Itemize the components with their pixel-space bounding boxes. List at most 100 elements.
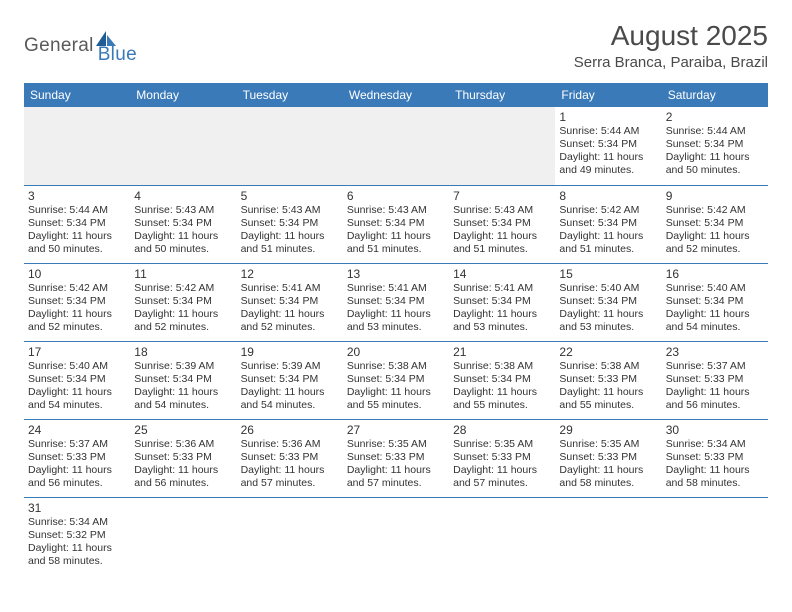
calendar-cell: 2Sunrise: 5:44 AMSunset: 5:34 PMDaylight… bbox=[662, 107, 768, 185]
day-info: Sunrise: 5:37 AMSunset: 5:33 PMDaylight:… bbox=[28, 438, 126, 491]
daylight-text: Daylight: 11 hours and 55 minutes. bbox=[559, 386, 657, 412]
sunset-text: Sunset: 5:34 PM bbox=[666, 217, 764, 230]
calendar-row: 17Sunrise: 5:40 AMSunset: 5:34 PMDayligh… bbox=[24, 341, 768, 419]
day-number: 20 bbox=[347, 345, 445, 359]
day-number: 18 bbox=[134, 345, 232, 359]
day-header-thursday: Thursday bbox=[449, 83, 555, 107]
calendar-cell: 28Sunrise: 5:35 AMSunset: 5:33 PMDayligh… bbox=[449, 419, 555, 497]
day-info: Sunrise: 5:38 AMSunset: 5:33 PMDaylight:… bbox=[559, 360, 657, 413]
sunrise-text: Sunrise: 5:39 AM bbox=[241, 360, 339, 373]
sunrise-text: Sunrise: 5:34 AM bbox=[666, 438, 764, 451]
sunset-text: Sunset: 5:34 PM bbox=[241, 217, 339, 230]
calendar-cell: 5Sunrise: 5:43 AMSunset: 5:34 PMDaylight… bbox=[237, 185, 343, 263]
calendar-row: 1Sunrise: 5:44 AMSunset: 5:34 PMDaylight… bbox=[24, 107, 768, 185]
calendar-cell bbox=[130, 107, 236, 185]
calendar-cell bbox=[343, 497, 449, 575]
logo-text-general: General bbox=[24, 35, 94, 57]
daylight-text: Daylight: 11 hours and 54 minutes. bbox=[241, 386, 339, 412]
calendar-cell: 30Sunrise: 5:34 AMSunset: 5:33 PMDayligh… bbox=[662, 419, 768, 497]
calendar-cell: 16Sunrise: 5:40 AMSunset: 5:34 PMDayligh… bbox=[662, 263, 768, 341]
day-number: 22 bbox=[559, 345, 657, 359]
calendar-cell: 14Sunrise: 5:41 AMSunset: 5:34 PMDayligh… bbox=[449, 263, 555, 341]
sunrise-text: Sunrise: 5:41 AM bbox=[453, 282, 551, 295]
day-header-row: Sunday Monday Tuesday Wednesday Thursday… bbox=[24, 83, 768, 107]
day-info: Sunrise: 5:35 AMSunset: 5:33 PMDaylight:… bbox=[453, 438, 551, 491]
day-number: 6 bbox=[347, 189, 445, 203]
day-number: 7 bbox=[453, 189, 551, 203]
calendar-cell: 12Sunrise: 5:41 AMSunset: 5:34 PMDayligh… bbox=[237, 263, 343, 341]
daylight-text: Daylight: 11 hours and 54 minutes. bbox=[28, 386, 126, 412]
sunrise-text: Sunrise: 5:42 AM bbox=[134, 282, 232, 295]
sunrise-text: Sunrise: 5:39 AM bbox=[134, 360, 232, 373]
day-number: 8 bbox=[559, 189, 657, 203]
daylight-text: Daylight: 11 hours and 51 minutes. bbox=[347, 230, 445, 256]
daylight-text: Daylight: 11 hours and 52 minutes. bbox=[134, 308, 232, 334]
sunset-text: Sunset: 5:34 PM bbox=[134, 373, 232, 386]
sunrise-text: Sunrise: 5:43 AM bbox=[453, 204, 551, 217]
day-number: 4 bbox=[134, 189, 232, 203]
sunrise-text: Sunrise: 5:37 AM bbox=[28, 438, 126, 451]
logo-text-blue: Blue bbox=[98, 44, 137, 66]
day-info: Sunrise: 5:42 AMSunset: 5:34 PMDaylight:… bbox=[28, 282, 126, 335]
calendar-cell bbox=[237, 107, 343, 185]
daylight-text: Daylight: 11 hours and 52 minutes. bbox=[28, 308, 126, 334]
calendar-cell bbox=[24, 107, 130, 185]
day-info: Sunrise: 5:34 AMSunset: 5:33 PMDaylight:… bbox=[666, 438, 764, 491]
day-info: Sunrise: 5:40 AMSunset: 5:34 PMDaylight:… bbox=[559, 282, 657, 335]
sunrise-text: Sunrise: 5:37 AM bbox=[666, 360, 764, 373]
daylight-text: Daylight: 11 hours and 52 minutes. bbox=[241, 308, 339, 334]
day-info: Sunrise: 5:43 AMSunset: 5:34 PMDaylight:… bbox=[347, 204, 445, 257]
calendar-row: 31Sunrise: 5:34 AMSunset: 5:32 PMDayligh… bbox=[24, 497, 768, 575]
day-info: Sunrise: 5:42 AMSunset: 5:34 PMDaylight:… bbox=[666, 204, 764, 257]
day-info: Sunrise: 5:44 AMSunset: 5:34 PMDaylight:… bbox=[28, 204, 126, 257]
sunrise-text: Sunrise: 5:36 AM bbox=[241, 438, 339, 451]
sunset-text: Sunset: 5:34 PM bbox=[241, 295, 339, 308]
calendar-cell: 25Sunrise: 5:36 AMSunset: 5:33 PMDayligh… bbox=[130, 419, 236, 497]
sunrise-text: Sunrise: 5:42 AM bbox=[666, 204, 764, 217]
day-info: Sunrise: 5:37 AMSunset: 5:33 PMDaylight:… bbox=[666, 360, 764, 413]
daylight-text: Daylight: 11 hours and 53 minutes. bbox=[347, 308, 445, 334]
sunset-text: Sunset: 5:34 PM bbox=[453, 217, 551, 230]
sunrise-text: Sunrise: 5:38 AM bbox=[453, 360, 551, 373]
calendar-cell: 13Sunrise: 5:41 AMSunset: 5:34 PMDayligh… bbox=[343, 263, 449, 341]
daylight-text: Daylight: 11 hours and 51 minutes. bbox=[453, 230, 551, 256]
calendar-cell: 17Sunrise: 5:40 AMSunset: 5:34 PMDayligh… bbox=[24, 341, 130, 419]
day-info: Sunrise: 5:41 AMSunset: 5:34 PMDaylight:… bbox=[347, 282, 445, 335]
day-info: Sunrise: 5:40 AMSunset: 5:34 PMDaylight:… bbox=[666, 282, 764, 335]
daylight-text: Daylight: 11 hours and 50 minutes. bbox=[134, 230, 232, 256]
sunset-text: Sunset: 5:34 PM bbox=[453, 373, 551, 386]
daylight-text: Daylight: 11 hours and 57 minutes. bbox=[241, 464, 339, 490]
calendar-cell: 27Sunrise: 5:35 AMSunset: 5:33 PMDayligh… bbox=[343, 419, 449, 497]
day-number: 24 bbox=[28, 423, 126, 437]
sunset-text: Sunset: 5:34 PM bbox=[347, 295, 445, 308]
calendar-cell bbox=[130, 497, 236, 575]
day-number: 16 bbox=[666, 267, 764, 281]
day-number: 3 bbox=[28, 189, 126, 203]
day-info: Sunrise: 5:39 AMSunset: 5:34 PMDaylight:… bbox=[241, 360, 339, 413]
calendar-cell: 21Sunrise: 5:38 AMSunset: 5:34 PMDayligh… bbox=[449, 341, 555, 419]
calendar-row: 10Sunrise: 5:42 AMSunset: 5:34 PMDayligh… bbox=[24, 263, 768, 341]
day-info: Sunrise: 5:42 AMSunset: 5:34 PMDaylight:… bbox=[559, 204, 657, 257]
day-header-wednesday: Wednesday bbox=[343, 83, 449, 107]
daylight-text: Daylight: 11 hours and 56 minutes. bbox=[28, 464, 126, 490]
day-info: Sunrise: 5:36 AMSunset: 5:33 PMDaylight:… bbox=[134, 438, 232, 491]
sunrise-text: Sunrise: 5:36 AM bbox=[134, 438, 232, 451]
day-info: Sunrise: 5:38 AMSunset: 5:34 PMDaylight:… bbox=[347, 360, 445, 413]
day-info: Sunrise: 5:40 AMSunset: 5:34 PMDaylight:… bbox=[28, 360, 126, 413]
day-number: 27 bbox=[347, 423, 445, 437]
sunset-text: Sunset: 5:33 PM bbox=[28, 451, 126, 464]
day-info: Sunrise: 5:43 AMSunset: 5:34 PMDaylight:… bbox=[241, 204, 339, 257]
sunset-text: Sunset: 5:34 PM bbox=[666, 138, 764, 151]
day-number: 9 bbox=[666, 189, 764, 203]
calendar-cell: 3Sunrise: 5:44 AMSunset: 5:34 PMDaylight… bbox=[24, 185, 130, 263]
day-number: 10 bbox=[28, 267, 126, 281]
day-number: 12 bbox=[241, 267, 339, 281]
calendar-cell: 23Sunrise: 5:37 AMSunset: 5:33 PMDayligh… bbox=[662, 341, 768, 419]
sunset-text: Sunset: 5:34 PM bbox=[559, 217, 657, 230]
sunrise-text: Sunrise: 5:35 AM bbox=[347, 438, 445, 451]
day-number: 11 bbox=[134, 267, 232, 281]
daylight-text: Daylight: 11 hours and 56 minutes. bbox=[666, 386, 764, 412]
day-number: 5 bbox=[241, 189, 339, 203]
sunrise-text: Sunrise: 5:43 AM bbox=[241, 204, 339, 217]
daylight-text: Daylight: 11 hours and 58 minutes. bbox=[559, 464, 657, 490]
